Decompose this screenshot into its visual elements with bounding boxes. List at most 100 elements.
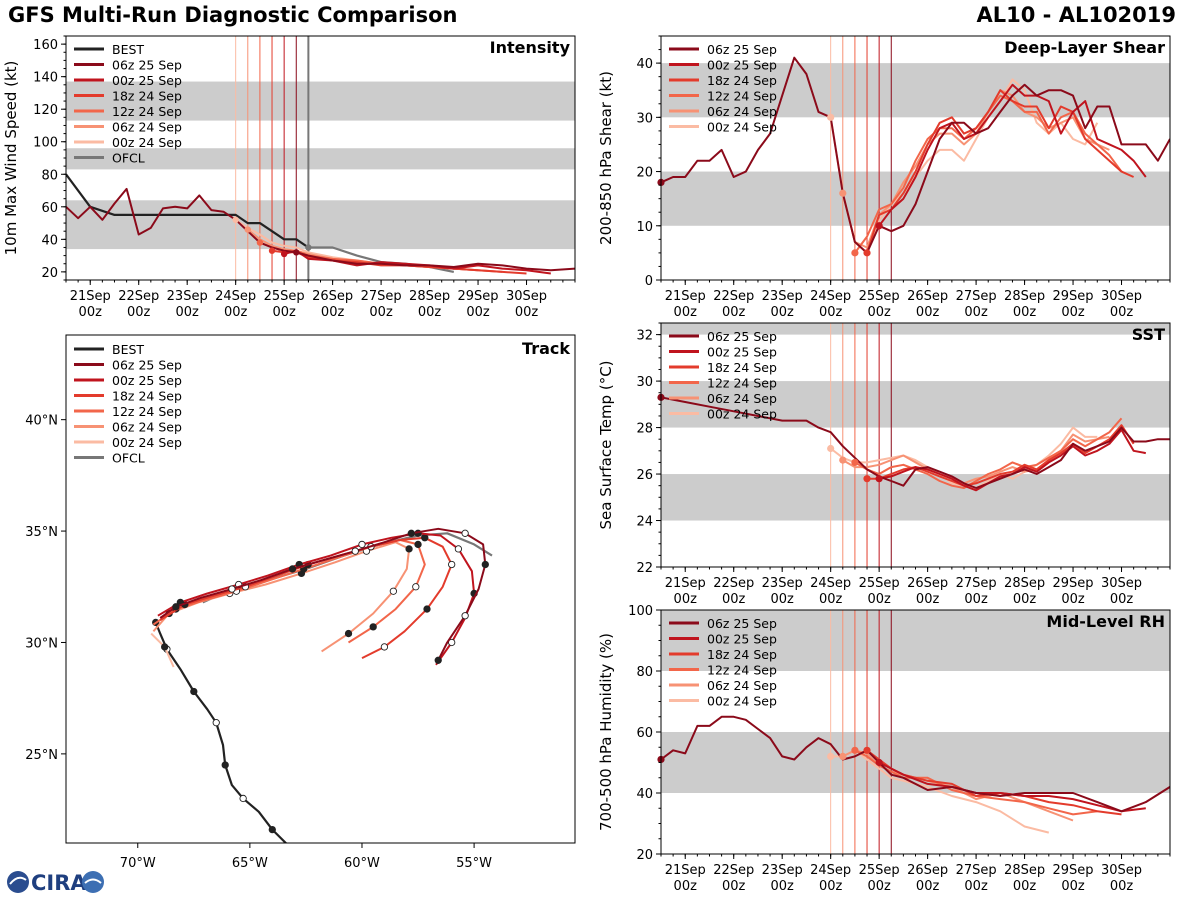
rh-xtick-day: 24Sep <box>810 863 851 878</box>
shear-series-06z-25-sep <box>661 56 1170 254</box>
shear-legend-label-18z-24-sep: 18z 24 Sep <box>707 73 777 88</box>
rh-xtick-day: 23Sep <box>762 863 803 878</box>
shear-legend-label-06z-25-sep: 06z 25 Sep <box>707 42 777 57</box>
intensity-xtick-hour: 00z <box>176 305 200 320</box>
sst-xtick-day: 26Sep <box>907 576 948 591</box>
rh-xtick-day: 29Sep <box>1053 863 1094 878</box>
rh-xtick-hour: 00z <box>722 879 746 894</box>
rh-ytick-label: 80 <box>636 665 653 680</box>
intensity-ytick-label: 80 <box>41 168 58 183</box>
shear-init-point-06z-24-sep <box>839 189 847 197</box>
sst-init-point-18z-24-sep <box>863 475 871 483</box>
sst-xtick-day: 24Sep <box>810 576 851 591</box>
rh-ytick-label: 20 <box>636 848 653 863</box>
rh-legend-label-00z-24-sep: 00z 24 Sep <box>707 694 777 709</box>
shear-xtick-hour: 00z <box>1110 305 1134 320</box>
rh-init-point-18z-24-sep <box>863 746 871 754</box>
intensity-xtick-day: 22Sep <box>118 289 159 304</box>
shear-xtick-hour: 00z <box>771 305 795 320</box>
intensity-ylabel: 10m Max Wind Speed (kt) <box>2 61 20 256</box>
shear-xtick-hour: 00z <box>916 305 940 320</box>
rh-init-point-12z-24-sep <box>851 746 859 754</box>
intensity-ytick-label: 120 <box>33 103 58 118</box>
track-legend-label-00z-25-sep: 00z 25 Sep <box>112 373 182 388</box>
track-frame <box>65 334 576 844</box>
shear-legend-label-00z-24-sep: 00z 24 Sep <box>707 120 777 135</box>
sst-series-06z-25-sep <box>661 396 1170 489</box>
track-series-12z-24-sep-point <box>369 623 377 631</box>
shear-xtick-day: 28Sep <box>1004 289 1045 304</box>
rh-xtick-hour: 00z <box>867 879 891 894</box>
shear-series-00z-25-sep <box>878 83 1147 227</box>
sst-band <box>661 474 1170 521</box>
intensity-legend-label-ofcl: OFCL <box>112 151 145 166</box>
track-best-line-point <box>221 761 229 769</box>
intensity-ytick-label: 60 <box>41 201 58 216</box>
shear-ytick-label: 0 <box>645 274 653 289</box>
sst-panel-title: SST <box>1132 325 1165 344</box>
sst-ylabel: Sea Surface Temp (°C) <box>597 360 615 529</box>
sst-xtick-day: 27Sep <box>956 576 997 591</box>
sst-xtick-day: 29Sep <box>1053 576 1094 591</box>
track-best-line-point <box>190 687 198 696</box>
sst-xtick-hour: 00z <box>1061 592 1085 607</box>
track-legend-label-ofcl: OFCL <box>112 451 145 466</box>
sst-ytick-label: 32 <box>636 329 653 344</box>
sst-legend-label-06z-24-sep: 06z 24 Sep <box>707 391 777 406</box>
rh-xtick-hour: 00z <box>819 879 843 894</box>
intensity-xtick-hour: 00z <box>369 305 393 320</box>
track-series-06z-25-sep-point <box>461 529 469 537</box>
shear-ytick-label: 40 <box>636 57 653 72</box>
sst-init-point-06z-24-sep <box>839 456 847 464</box>
sst-xtick-day: 21Sep <box>665 576 706 591</box>
shear-xtick-day: 21Sep <box>665 289 706 304</box>
shear-init-point-00z-24-sep <box>827 113 835 121</box>
intensity-series-00z-25-sep <box>283 249 551 275</box>
sst-legend-label-12z-24-sep: 12z 24 Sep <box>707 376 777 391</box>
shear-xtick-day: 26Sep <box>907 289 948 304</box>
rh-init-point-00z-25-sep <box>875 758 883 767</box>
shear-band <box>661 171 1170 226</box>
track-lines <box>150 527 493 843</box>
intensity-xtick-day: 26Sep <box>312 289 353 304</box>
track-legend-label-06z-24-sep: 06z 24 Sep <box>112 420 182 435</box>
intensity-init-point-00z-24-sep <box>232 216 239 224</box>
track-series-06z-25-sep-point <box>172 603 180 611</box>
rh-legend-label-00z-25-sep: 00z 25 Sep <box>707 632 777 647</box>
sst-init-point-00z-24-sep <box>827 444 835 453</box>
rh-xtick-hour: 00z <box>964 879 988 894</box>
track-series-12z-24-sep-point <box>412 583 420 591</box>
rh-legend-label-06z-24-sep: 06z 24 Sep <box>707 678 777 693</box>
sst-ytick-label: 24 <box>636 515 653 530</box>
intensity-panel-title: Intensity <box>490 38 571 57</box>
sst-series-12z-24-sep <box>854 417 1123 489</box>
sst-ytick-label: 30 <box>636 375 653 390</box>
track-series-00z-25-sep-point <box>448 638 456 647</box>
rh-xtick-day: 27Sep <box>956 863 997 878</box>
track-series-18z-24-sep-point <box>448 560 456 569</box>
track-legend-label-06z-25-sep: 06z 25 Sep <box>112 358 182 373</box>
intensity-legend-label-00z-25-sep: 00z 25 Sep <box>112 73 182 88</box>
sst-xtick-hour: 00z <box>1110 592 1134 607</box>
cira-logo-badge-swirl-icon <box>84 878 102 884</box>
shear-legend-label-12z-24-sep: 12z 24 Sep <box>707 89 777 104</box>
track-series-06z-25-sep-point <box>461 612 469 620</box>
intensity-xtick-hour: 00z <box>321 305 345 320</box>
rh-legend-label-18z-24-sep: 18z 24 Sep <box>707 647 777 662</box>
track-panel-title: Track <box>522 339 570 358</box>
sst-xtick-hour: 00z <box>1013 592 1037 607</box>
rh-xtick-hour: 00z <box>916 879 940 894</box>
rh-ytick-label: 100 <box>628 604 653 619</box>
shear-xtick-hour: 00z <box>674 305 698 320</box>
shear-xtick-day: 27Sep <box>956 289 997 304</box>
track-series-18z-24-sep-point <box>421 534 429 542</box>
intensity-xtick-day: 30Sep <box>506 289 547 304</box>
intensity-legend-label-06z-25-sep: 06z 25 Sep <box>112 58 182 73</box>
shear-panel-title: Deep-Layer Shear <box>1004 38 1165 57</box>
track-ofcl-line <box>202 532 493 604</box>
sst-xtick-hour: 00z <box>964 592 988 607</box>
shear-xtick-day: 22Sep <box>713 289 754 304</box>
sst-xtick-day: 25Sep <box>859 576 900 591</box>
shear-xtick-hour: 00z <box>964 305 988 320</box>
